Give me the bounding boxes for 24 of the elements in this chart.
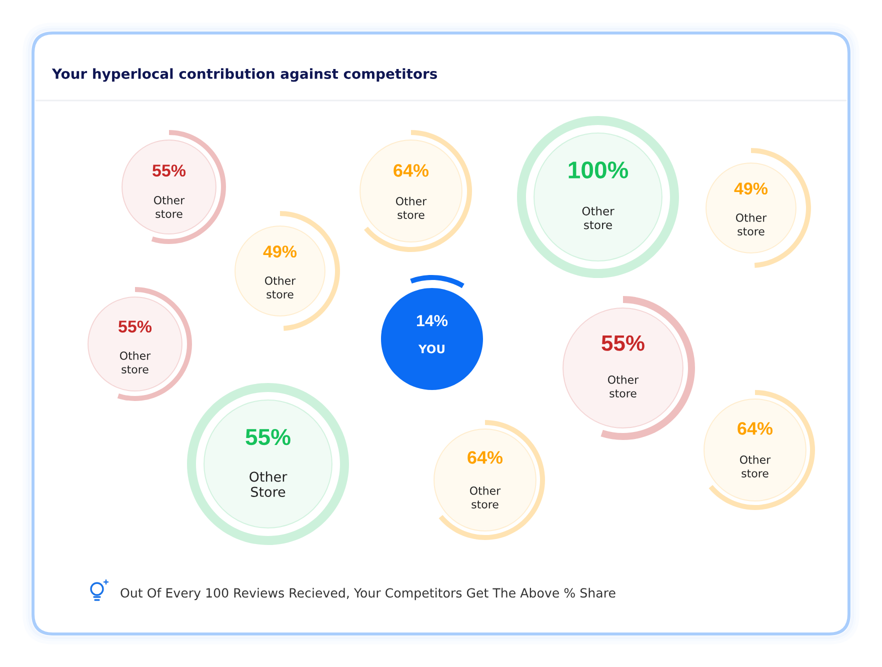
data-label: 55% (152, 164, 186, 177)
category-label: Other store (608, 375, 639, 398)
category-label: Other store (120, 351, 151, 374)
data-label: 100% (568, 161, 628, 178)
data-label: 55% (602, 335, 644, 351)
data-label: 14% (416, 315, 448, 326)
data-label: 55% (246, 428, 290, 446)
category-label: Other store (154, 196, 185, 218)
category-label: YOU (418, 344, 444, 354)
text: Your hyperlocal contribution against competitors (52, 68, 437, 82)
data-label: 64% (468, 451, 503, 464)
data-label: 49% (263, 246, 297, 258)
data-label: 55% (118, 320, 152, 333)
category-label: Other store (470, 486, 501, 509)
data-label: 64% (394, 164, 429, 177)
category-label: Other store (582, 206, 614, 230)
category-label: Other store (396, 196, 427, 220)
category-label: Other store (740, 455, 771, 478)
category-label: Other store (265, 276, 296, 299)
data-label: 49% (734, 182, 768, 195)
category-label: Other Store (250, 471, 288, 497)
category-label: Other store (736, 213, 767, 236)
text: Out Of Every 100 Reviews Recieved, Your Competitors Get The Above % Share (120, 588, 616, 600)
data-label: 64% (738, 422, 773, 435)
